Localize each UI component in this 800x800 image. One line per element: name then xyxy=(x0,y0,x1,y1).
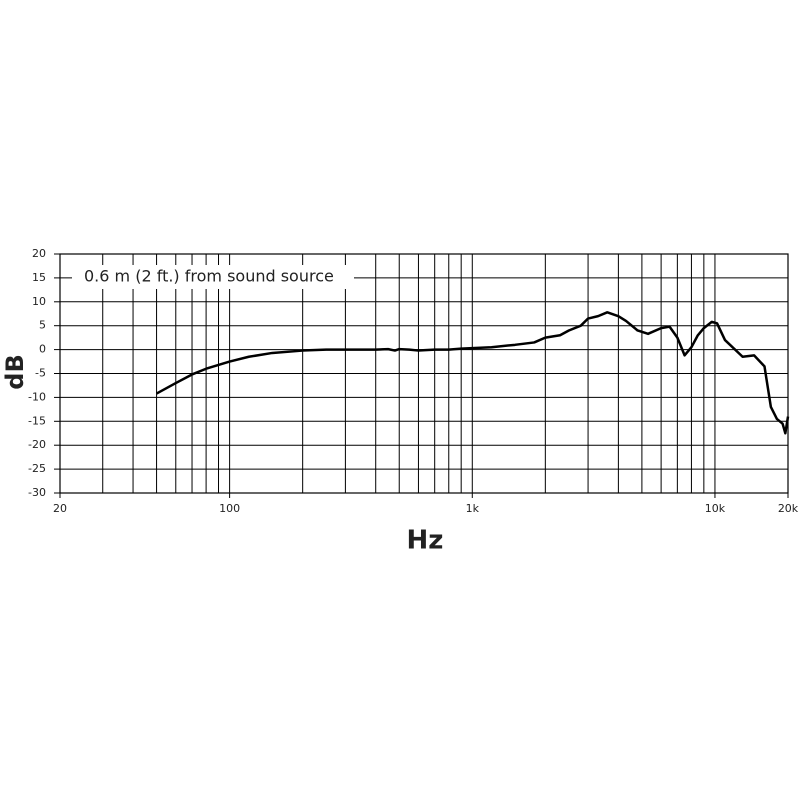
y-tick-label: 5 xyxy=(39,319,46,332)
x-tick-label: 20 xyxy=(53,502,67,515)
y-tick-label: 10 xyxy=(32,295,46,308)
x-tick-label: 1k xyxy=(466,502,480,515)
y-tick-label: 0 xyxy=(39,343,46,356)
x-tick-label: 100 xyxy=(219,502,240,515)
y-tick-label: -5 xyxy=(35,367,46,380)
response-curve xyxy=(155,311,790,435)
y-tick-label: -25 xyxy=(28,462,46,475)
x-tick-label: 10k xyxy=(705,502,726,515)
plot-frame xyxy=(59,253,789,494)
y-axis-label: dB xyxy=(1,354,29,389)
y-tick-label: -10 xyxy=(28,390,46,403)
y-tick-label: 20 xyxy=(32,247,46,260)
annotation-background xyxy=(72,265,354,289)
y-tick-label: 15 xyxy=(32,271,46,284)
y-tick-label: -20 xyxy=(28,438,46,451)
x-axis-label: Hz xyxy=(407,526,444,556)
y-tick-label: -15 xyxy=(28,414,46,427)
annotation: 0.6 m (2 ft.) from sound source xyxy=(84,267,334,286)
x-tick-label: 20k xyxy=(778,502,799,515)
y-tick-label: -30 xyxy=(28,486,46,499)
